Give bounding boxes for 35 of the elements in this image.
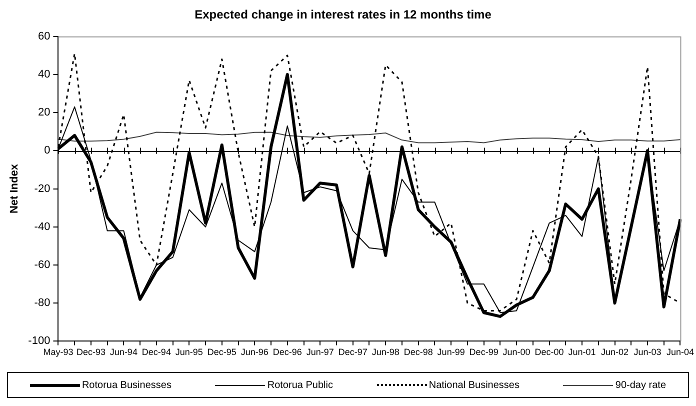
- x-tick-label: Dec-96: [272, 347, 302, 358]
- x-tick-label: Jun-03: [634, 347, 662, 358]
- x-tick-label: May-93: [43, 347, 74, 358]
- y-tick-label: 0: [44, 144, 50, 157]
- x-tick-label: Dec-95: [207, 347, 236, 358]
- x-tick-label: Dec-94: [142, 347, 171, 358]
- x-tick-label: Jun-96: [240, 347, 268, 358]
- legend-label: 90-day rate: [615, 380, 666, 390]
- x-tick-label: Jun-94: [110, 347, 138, 358]
- x-tick-label: Jun-99: [437, 347, 465, 358]
- y-tick-label: -100: [28, 335, 50, 348]
- x-tick-label: Dec-98: [404, 347, 433, 358]
- y-tick-label: -20: [34, 182, 50, 195]
- legend-label: Rotorua Businesses: [82, 380, 172, 390]
- y-tick-label: 60: [38, 30, 50, 42]
- y-axis-title: Net Index: [8, 163, 21, 214]
- x-tick-label: Jun-95: [175, 347, 203, 358]
- x-tick-label: Jun-00: [502, 347, 530, 358]
- legend-label: Rotorua Public: [267, 380, 333, 390]
- y-tick-label: -80: [34, 297, 50, 310]
- y-tick-label: -40: [34, 220, 50, 233]
- x-tick-label: Jun-01: [568, 347, 596, 358]
- legend-label: National Businesses: [428, 380, 520, 390]
- x-tick-label: Jun-04: [666, 347, 694, 358]
- y-tick-label: 40: [38, 68, 50, 81]
- x-tick-label: Jun-97: [306, 347, 334, 358]
- chart-title: Expected change in interest rates in 12 months time: [194, 8, 492, 22]
- x-tick-label: Dec-97: [338, 347, 368, 358]
- x-tick-label: Dec-00: [534, 347, 564, 358]
- x-tick-label: Dec-93: [76, 347, 106, 358]
- x-tick-label: Jun-02: [601, 347, 629, 358]
- y-tick-label: -60: [34, 259, 50, 272]
- x-tick-label: Jun-98: [372, 347, 400, 358]
- y-tick-label: 20: [38, 106, 50, 119]
- x-tick-label: Dec-99: [469, 347, 498, 358]
